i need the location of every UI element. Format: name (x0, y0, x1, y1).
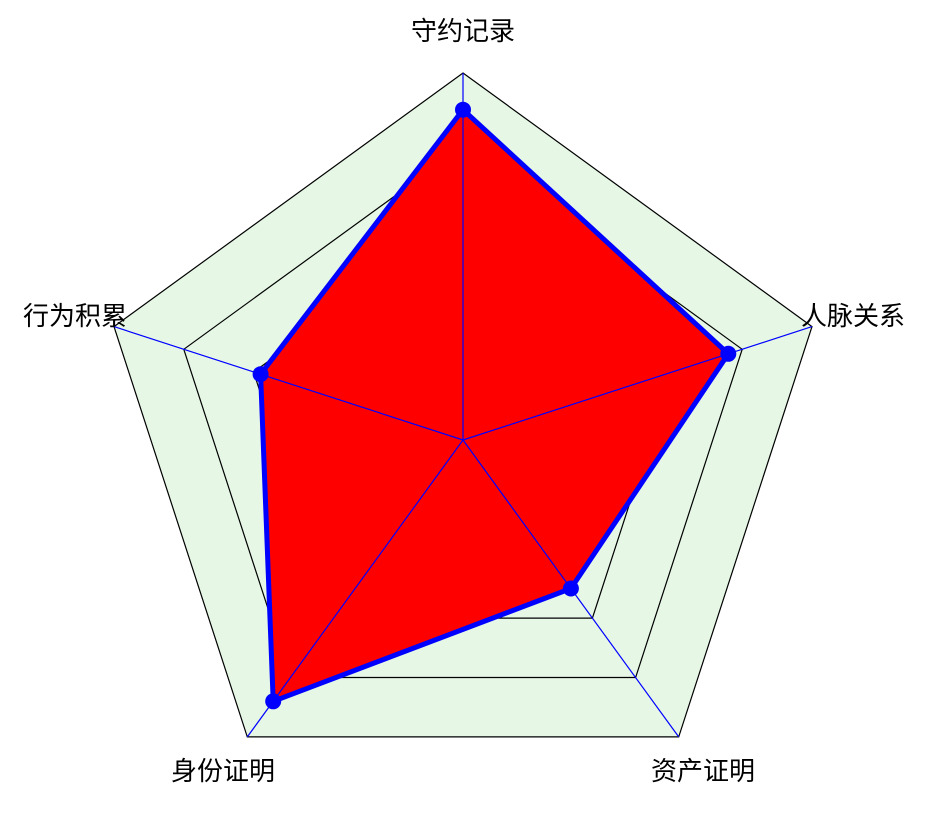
axis-label-2: 资产证明 (651, 757, 755, 787)
axis-label-1: 人脉关系 (801, 302, 905, 332)
data-point-0 (455, 101, 471, 118)
marker-layer (252, 101, 737, 710)
axis-spoke-1 (462, 326, 813, 441)
spoke-layer (113, 73, 813, 738)
label-layer: 守约记录 人脉关系 资产证明 身份证明 行为积累 (23, 17, 905, 787)
data-point-3 (265, 693, 282, 710)
series-area-0 (258, 107, 731, 704)
grid-ring-4 (183, 145, 743, 679)
axis-label-4: 行为积累 (23, 302, 127, 332)
data-point-4 (252, 366, 269, 383)
grid-ring-5 (113, 72, 813, 738)
axis-spoke-4 (113, 326, 464, 441)
data-point-1 (720, 345, 737, 362)
series-layer (258, 107, 731, 704)
axis-label-3: 身份证明 (171, 757, 275, 787)
axis-spoke-3 (246, 439, 464, 738)
data-point-2 (562, 580, 579, 597)
axis-label-0: 守约记录 (411, 17, 515, 47)
